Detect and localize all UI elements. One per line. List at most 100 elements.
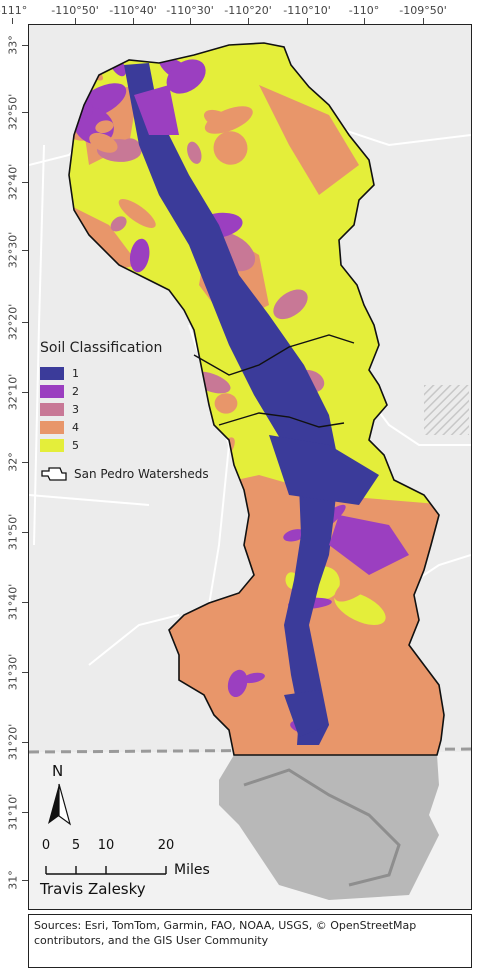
- legend-class-2: 2: [40, 382, 230, 400]
- latitude-tick-mark: [22, 812, 28, 813]
- soil-patch-class-3: [110, 216, 127, 232]
- soil-patch-class-2: [134, 85, 179, 135]
- latitude-tick-mark: [22, 392, 28, 393]
- soil-patch-class-4: [273, 551, 299, 568]
- soil-patch-class-2: [329, 515, 409, 575]
- scale-label: 5: [71, 838, 81, 853]
- legend-watershed-entry: San Pedro Watersheds: [40, 466, 230, 482]
- legend-class-1: 1: [40, 364, 230, 382]
- subwatershed-boundary-south: [218, 412, 345, 428]
- longitude-tick-label: -110°: [348, 4, 380, 17]
- scale-label: 20: [157, 838, 175, 853]
- longitude-tick-label: -109°50': [399, 4, 447, 17]
- latitude-tick-mark: [22, 742, 28, 743]
- longitude-tick-label: -110°10': [283, 4, 331, 17]
- soil-patch-class-3: [187, 141, 202, 164]
- soil-patch-class-4: [95, 120, 114, 134]
- soil-patch-class-4: [213, 131, 248, 165]
- latitude-tick-mark: [22, 880, 28, 881]
- latitude-tick-label: 31°50': [6, 513, 20, 551]
- latitude-tick-label: 32°10': [6, 373, 20, 411]
- longitude-tick-mark: [12, 18, 13, 24]
- hillshade-south: [219, 755, 439, 900]
- longitude-tick-label: -111°: [0, 4, 28, 17]
- latitude-tick-label: 32°30': [6, 231, 20, 269]
- longitude-tick-mark: [248, 18, 249, 24]
- soil-river-corridor-class-1: [124, 63, 339, 745]
- soil-patch-class-4: [89, 132, 118, 153]
- latitude-tick-label: 31°40': [6, 583, 20, 621]
- longitude-tick-mark: [133, 18, 134, 24]
- subwatershed-boundary-north: [193, 334, 355, 376]
- latitude-tick-label: 31°10': [6, 793, 20, 831]
- soil-patch-class-4: [204, 106, 253, 134]
- longitude-tick-mark: [190, 18, 191, 24]
- soil-patch-class-1: [269, 435, 379, 505]
- scale-bar-line: [45, 866, 167, 875]
- legend-class-label: 1: [72, 366, 79, 380]
- scale-label: 10: [97, 838, 115, 853]
- legend-class-label: 5: [72, 438, 79, 452]
- scale-units: Miles: [174, 862, 210, 878]
- soil-patch-class-4: [259, 85, 359, 195]
- latitude-tick-label: 31°20': [6, 723, 20, 761]
- hillshade-ridge: [243, 768, 401, 887]
- latitude-tick-label: 33°: [6, 35, 20, 55]
- legend-class-label: 4: [72, 420, 79, 434]
- latitude-tick-label: 31°30': [6, 653, 20, 691]
- soil-patch-class-2: [283, 529, 306, 542]
- legend-swatch: [40, 384, 64, 398]
- legend-classes: 1 2 3 4 5: [40, 364, 230, 454]
- watershed-symbol-icon: [41, 467, 67, 481]
- soil-patch-class-4: [334, 568, 378, 602]
- longitude-tick-label: -110°30': [166, 4, 214, 17]
- map-canvas[interactable]: [29, 25, 471, 909]
- longitude-tick-mark: [307, 18, 308, 24]
- legend-class-4: 4: [40, 418, 230, 436]
- latitude-tick-mark: [22, 602, 28, 603]
- soil-patch-class-4: [246, 712, 278, 736]
- watershed-label: San Pedro Watersheds: [74, 467, 209, 481]
- soil-patch-class-4: [118, 199, 156, 228]
- soil-patch-class-2: [166, 59, 206, 94]
- author-credit: Travis Zalesky: [40, 880, 146, 898]
- latitude-tick-label: 32°: [6, 452, 20, 472]
- longitude-tick-label: -110°50': [51, 4, 99, 17]
- legend-class-5: 5: [40, 436, 230, 454]
- latitude-tick-mark: [22, 322, 28, 323]
- latitude-tick-mark: [22, 672, 28, 673]
- legend-class-3: 3: [40, 400, 230, 418]
- longitude-tick-label: -110°40': [109, 4, 157, 17]
- legend-swatch: [40, 420, 64, 434]
- legend-title: Soil Classification: [40, 340, 163, 356]
- soil-patch-class-2: [129, 238, 150, 273]
- soil-patch-class-3: [273, 289, 308, 320]
- legend-class-label: 2: [72, 384, 79, 398]
- longitude-tick-mark: [423, 18, 424, 24]
- data-sources: Sources: Esri, TomTom, Garmin, FAO, NOAA…: [28, 914, 472, 968]
- latitude-tick-label: 32°40': [6, 163, 20, 201]
- latitude-tick-mark: [22, 112, 28, 113]
- scale-label: 0: [41, 838, 51, 853]
- latitude-tick-mark: [22, 462, 28, 463]
- longitude-tick-label: -110°20': [224, 4, 272, 17]
- soil-patch-class-4: [214, 393, 238, 414]
- latitude-tick-label: 32°20': [6, 303, 20, 341]
- latitude-tick-label: 32°50': [6, 93, 20, 131]
- watershed-boundary[interactable]: [68, 42, 445, 756]
- longitude-tick-mark: [75, 18, 76, 24]
- latitude-tick-mark: [22, 182, 28, 183]
- latitude-tick-mark: [22, 532, 28, 533]
- north-arrow-icon: [48, 783, 72, 826]
- legend-class-label: 3: [72, 402, 79, 416]
- restricted-area: [424, 385, 469, 435]
- soil-patch-class-2: [227, 669, 248, 698]
- map-frame[interactable]: [28, 24, 472, 910]
- soil-patch-class-2: [242, 672, 265, 684]
- latitude-tick-mark: [22, 45, 28, 46]
- legend-swatch: [40, 438, 64, 452]
- north-label: N: [52, 762, 64, 780]
- latitude-tick-mark: [22, 250, 28, 251]
- scale-bar: 0 5 10 20 Miles: [40, 838, 240, 880]
- legend-swatch: [40, 366, 64, 380]
